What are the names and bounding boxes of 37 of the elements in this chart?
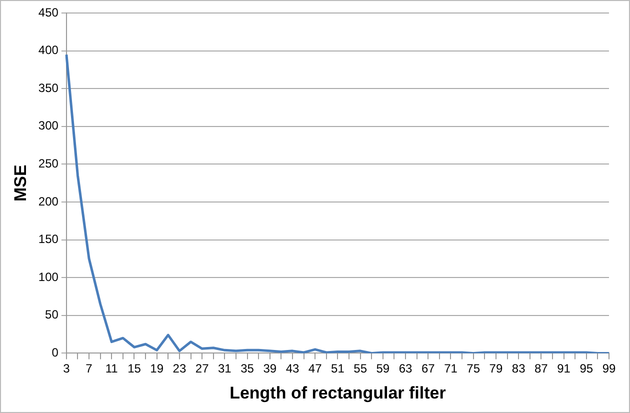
x-tick-label: 3 xyxy=(63,362,70,376)
x-tick-label: 91 xyxy=(557,362,571,376)
x-tick-label: 23 xyxy=(172,362,186,376)
x-tick-label: 99 xyxy=(602,362,616,376)
y-tick-label: 100 xyxy=(38,270,59,284)
x-tick-label: 55 xyxy=(354,362,368,376)
y-tick-label: 450 xyxy=(38,5,59,20)
x-tick-label: 63 xyxy=(398,362,413,376)
x-tick-label: 71 xyxy=(444,362,458,376)
x-tick-label: 11 xyxy=(105,362,118,376)
x-tick-label: 15 xyxy=(128,362,142,376)
y-tick-label: 400 xyxy=(38,43,59,58)
y-tick-label: 300 xyxy=(38,118,59,133)
x-tick-label: 7 xyxy=(86,362,93,376)
x-tick-label: 19 xyxy=(150,362,164,376)
x-tick-label: 87 xyxy=(534,362,548,376)
x-tick-label: 31 xyxy=(218,362,232,376)
x-tick-label: 67 xyxy=(421,362,436,376)
x-tick-label: 43 xyxy=(286,362,300,376)
y-tick-label: 250 xyxy=(38,156,59,171)
x-tick-label: 35 xyxy=(240,362,254,376)
y-tick-label: 50 xyxy=(45,308,59,322)
y-tick-label: 150 xyxy=(38,232,59,246)
x-tick-label: 59 xyxy=(376,362,390,376)
x-tick-label: 83 xyxy=(512,362,526,376)
y-tick-label: 0 xyxy=(52,346,59,360)
x-tick-label: 27 xyxy=(195,362,210,376)
x-axis-title: Length of rectangular filter xyxy=(230,383,446,402)
y-tick-label: 200 xyxy=(38,194,59,208)
x-tick-label: 51 xyxy=(331,362,345,376)
x-tick-label: 79 xyxy=(489,362,503,376)
x-tick-label: 95 xyxy=(580,362,594,376)
x-tick-label: 75 xyxy=(466,362,480,376)
x-tick-label: 39 xyxy=(263,362,277,376)
y-tick-label: 350 xyxy=(38,80,59,95)
x-tick-label: 47 xyxy=(308,362,322,376)
y-axis-title: MSE xyxy=(10,164,30,202)
